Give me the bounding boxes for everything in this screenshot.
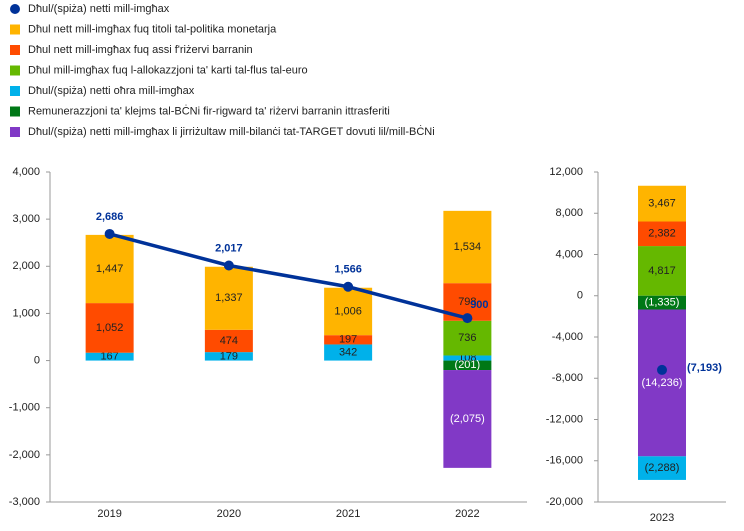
legend-marker	[10, 106, 20, 117]
line-label: 900	[470, 299, 488, 311]
line-point	[223, 260, 234, 271]
x-tick-label: 2020	[217, 508, 241, 520]
bar-segment	[443, 210, 492, 284]
data-label: 1,006	[334, 305, 362, 317]
legend-label: Dħul/(spiża) netti mill-imgħax li jirriż…	[28, 125, 435, 138]
y-tick-label: 0	[577, 290, 583, 302]
legend-label: Dħul nett mill-imgħax fuq assi f'riżervi…	[28, 44, 253, 56]
y-tick-label: 8,000	[555, 207, 583, 219]
data-label: (1,335)	[645, 297, 680, 309]
legend-marker	[10, 65, 20, 76]
y-tick-label: 2,000	[12, 260, 40, 272]
bar-segment	[443, 320, 492, 356]
y-tick-label: -12,000	[546, 413, 583, 425]
data-label: 167	[100, 351, 118, 363]
y-tick-label: -16,000	[546, 455, 583, 467]
data-label: 3,467	[648, 198, 676, 210]
y-tick-label: 4,000	[555, 248, 583, 260]
data-label: (2,288)	[645, 462, 680, 474]
y-tick-label: -20,000	[546, 496, 583, 508]
legend-label: Dħul/(spiża) netti oħra mill-imgħax	[28, 85, 195, 97]
line-label: (7,193)	[687, 362, 722, 374]
bar-segment	[638, 221, 686, 247]
bar-segment	[85, 352, 134, 361]
data-label: (14,236)	[642, 377, 683, 389]
bar-segment	[204, 329, 253, 353]
y-tick-label: 3,000	[12, 213, 40, 225]
bar-segment	[443, 355, 492, 361]
y-tick-label: 4,000	[12, 166, 40, 178]
y-tick-label: 0	[34, 354, 40, 366]
data-label: (2,075)	[450, 413, 485, 425]
bar-segment	[638, 246, 686, 296]
line-label: 1,566	[334, 264, 362, 276]
data-label: 1,447	[96, 263, 124, 275]
legend-marker	[10, 24, 20, 35]
bar-segment	[638, 185, 686, 222]
y-tick-label: 1,000	[12, 307, 40, 319]
legend-label: Dħul mill-imgħax fuq l-allokazzjoni ta' …	[28, 64, 308, 76]
bar-segment	[324, 335, 373, 345]
legend-label: Dħul/(spiża) netti mill-imgħax	[28, 3, 170, 15]
y-tick-label: -3,000	[9, 496, 40, 508]
line-point	[343, 281, 354, 292]
bar-segment	[85, 303, 134, 353]
data-label: 1,534	[454, 241, 482, 253]
bar-segment	[85, 234, 134, 304]
data-label: 197	[339, 334, 357, 346]
legend-label: Dħul nett mill-imgħax fuq titoli tal-pol…	[28, 23, 277, 35]
data-label: 798	[458, 296, 476, 308]
bar-segment	[638, 309, 686, 457]
line-label: 2,686	[96, 211, 124, 223]
bar-segment	[324, 344, 373, 361]
bar-segment	[638, 295, 686, 310]
data-label: 4,817	[648, 265, 676, 277]
data-label: (201)	[455, 359, 481, 371]
line-label: 2,017	[215, 242, 243, 254]
bar-segment	[638, 456, 686, 480]
legend-marker	[10, 127, 20, 137]
bar-segment	[204, 352, 253, 361]
line-point	[462, 313, 473, 324]
data-label: 736	[458, 332, 476, 344]
data-label: 342	[339, 346, 357, 358]
y-tick-label: -1,000	[9, 402, 40, 414]
legend-marker	[10, 4, 20, 14]
line-point	[657, 364, 667, 375]
x-tick-label: 2022	[455, 508, 479, 520]
data-label: 2,382	[648, 228, 676, 240]
legend-marker	[10, 86, 20, 96]
legend-marker	[10, 45, 20, 55]
bar-segment	[204, 266, 253, 330]
y-tick-label: -2,000	[9, 449, 40, 461]
x-tick-label: 2019	[97, 508, 121, 520]
line-point	[104, 228, 115, 239]
x-tick-label: 2021	[336, 508, 360, 520]
data-label: 179	[220, 350, 238, 362]
data-label: 474	[220, 335, 238, 347]
x-tick-label: 2023	[650, 512, 674, 524]
bar-segment	[443, 370, 492, 468]
line	[109, 232, 468, 320]
y-tick-label: 12,000	[549, 166, 583, 178]
data-label: 1,052	[96, 322, 124, 334]
data-label: 1,337	[215, 292, 243, 304]
legend-label: Remunerazzjoni ta' klejms tal-BĊNi fir-r…	[28, 104, 390, 117]
bar-segment	[324, 287, 373, 336]
bar-segment	[443, 360, 492, 371]
y-tick-label: -4,000	[552, 331, 583, 343]
y-tick-label: -8,000	[552, 372, 583, 384]
